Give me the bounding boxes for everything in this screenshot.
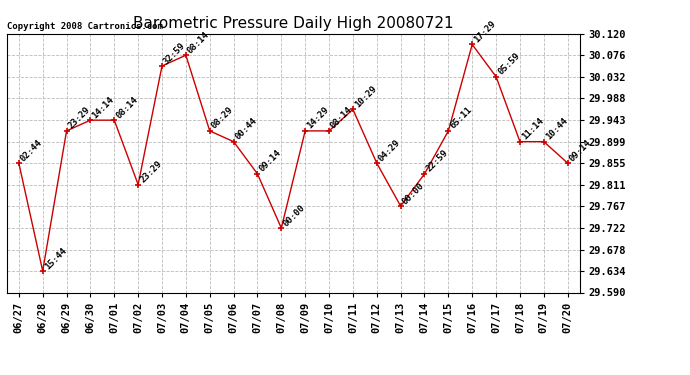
Text: 09:14: 09:14 xyxy=(568,138,593,163)
Text: 00:00: 00:00 xyxy=(282,203,306,228)
Text: 23:29: 23:29 xyxy=(66,105,92,131)
Text: 04:29: 04:29 xyxy=(377,138,402,163)
Text: 14:14: 14:14 xyxy=(90,95,116,120)
Text: 05:59: 05:59 xyxy=(496,51,522,77)
Text: 32:59: 32:59 xyxy=(162,40,188,66)
Text: 02:44: 02:44 xyxy=(19,138,44,163)
Text: 65:11: 65:11 xyxy=(448,105,474,131)
Text: Copyright 2008 Cartronics.com: Copyright 2008 Cartronics.com xyxy=(7,22,163,31)
Text: 08:14: 08:14 xyxy=(115,95,139,120)
Text: 10:44: 10:44 xyxy=(544,116,569,142)
Text: 14:29: 14:29 xyxy=(305,105,331,131)
Text: 15:44: 15:44 xyxy=(43,246,68,271)
Text: 08:14: 08:14 xyxy=(186,30,211,55)
Text: 23:29: 23:29 xyxy=(138,159,164,184)
Text: 22:59: 22:59 xyxy=(424,148,450,174)
Text: 17:29: 17:29 xyxy=(472,19,497,45)
Text: 00:00: 00:00 xyxy=(401,181,426,206)
Title: Barometric Pressure Daily High 20080721: Barometric Pressure Daily High 20080721 xyxy=(133,16,453,31)
Text: 11:14: 11:14 xyxy=(520,116,545,142)
Text: 10:29: 10:29 xyxy=(353,84,378,110)
Text: 08:29: 08:29 xyxy=(210,105,235,131)
Text: 00:44: 00:44 xyxy=(234,116,259,142)
Text: 09:14: 09:14 xyxy=(257,148,283,174)
Text: 08:14: 08:14 xyxy=(329,105,355,131)
